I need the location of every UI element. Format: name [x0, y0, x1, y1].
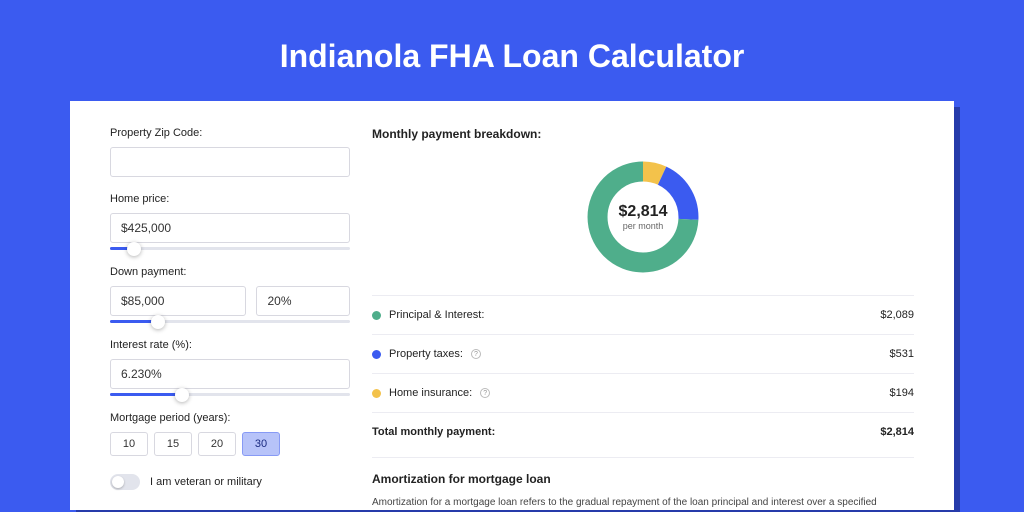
series-dot-icon	[372, 311, 381, 320]
interest-rate-slider-fill	[110, 393, 182, 396]
mortgage-period-option[interactable]: 15	[154, 432, 192, 456]
down-payment-pct-input[interactable]	[256, 286, 350, 316]
mortgage-period-label: Mortgage period (years):	[110, 412, 350, 424]
down-payment-slider-thumb[interactable]	[151, 315, 165, 329]
info-icon[interactable]: ?	[480, 388, 490, 398]
mortgage-period-group: Mortgage period (years): 10152030	[110, 412, 350, 456]
veteran-row: I am veteran or military	[110, 474, 350, 490]
breakdown-total-value: $2,814	[880, 426, 914, 438]
interest-rate-slider-thumb[interactable]	[175, 388, 189, 402]
breakdown-row-value: $531	[890, 348, 914, 360]
form-panel: Property Zip Code: Home price: Down paym…	[110, 127, 350, 510]
breakdown-row-value: $2,089	[880, 309, 914, 321]
down-payment-slider[interactable]	[110, 320, 350, 323]
breakdown-row-label: Property taxes:?	[372, 348, 481, 360]
mortgage-period-option[interactable]: 30	[242, 432, 280, 456]
interest-rate-slider[interactable]	[110, 393, 350, 396]
amortization-title: Amortization for mortgage loan	[372, 472, 914, 486]
donut-center: $2,814 per month	[583, 157, 703, 277]
divider	[372, 334, 914, 335]
breakdown-total-row: Total monthly payment: $2,814	[372, 417, 914, 447]
breakdown-row-value: $194	[890, 387, 914, 399]
mortgage-period-option[interactable]: 20	[198, 432, 236, 456]
donut-amount: $2,814	[619, 203, 668, 221]
zip-field-group: Property Zip Code:	[110, 127, 350, 177]
breakdown-title: Monthly payment breakdown:	[372, 127, 914, 147]
veteran-toggle-knob	[112, 476, 124, 488]
breakdown-total-label: Total monthly payment:	[372, 426, 495, 438]
veteran-label: I am veteran or military	[150, 476, 262, 488]
home-price-group: Home price:	[110, 193, 350, 250]
donut-wrap: $2,814 per month	[372, 147, 914, 291]
home-price-slider-thumb[interactable]	[127, 242, 141, 256]
interest-rate-group: Interest rate (%):	[110, 339, 350, 396]
zip-input[interactable]	[110, 147, 350, 177]
info-icon[interactable]: ?	[471, 349, 481, 359]
breakdown-row-label: Principal & Interest:	[372, 309, 484, 321]
series-dot-icon	[372, 350, 381, 359]
zip-label: Property Zip Code:	[110, 127, 350, 139]
breakdown-row: Principal & Interest: $2,089	[372, 300, 914, 330]
interest-rate-input[interactable]	[110, 359, 350, 389]
donut-chart: $2,814 per month	[583, 157, 703, 277]
breakdown-row: Property taxes:? $531	[372, 339, 914, 369]
breakdown-row: Home insurance:? $194	[372, 378, 914, 408]
home-price-label: Home price:	[110, 193, 350, 205]
divider	[372, 373, 914, 374]
mortgage-period-options: 10152030	[110, 432, 350, 456]
breakdown-row-label: Home insurance:?	[372, 387, 490, 399]
interest-rate-label: Interest rate (%):	[110, 339, 350, 351]
home-price-input[interactable]	[110, 213, 350, 243]
divider	[372, 457, 914, 458]
page-title: Indianola FHA Loan Calculator	[0, 0, 1024, 101]
mortgage-period-option[interactable]: 10	[110, 432, 148, 456]
divider	[372, 412, 914, 413]
divider	[372, 295, 914, 296]
down-payment-group: Down payment:	[110, 266, 350, 323]
down-payment-amount-input[interactable]	[110, 286, 246, 316]
calculator-card: Property Zip Code: Home price: Down paym…	[70, 101, 954, 510]
home-price-slider[interactable]	[110, 247, 350, 250]
down-payment-label: Down payment:	[110, 266, 350, 278]
series-dot-icon	[372, 389, 381, 398]
breakdown-panel: Monthly payment breakdown: $2,814 per mo…	[372, 127, 914, 510]
veteran-toggle[interactable]	[110, 474, 140, 490]
donut-sub: per month	[623, 221, 664, 231]
amortization-text: Amortization for a mortgage loan refers …	[372, 496, 914, 510]
